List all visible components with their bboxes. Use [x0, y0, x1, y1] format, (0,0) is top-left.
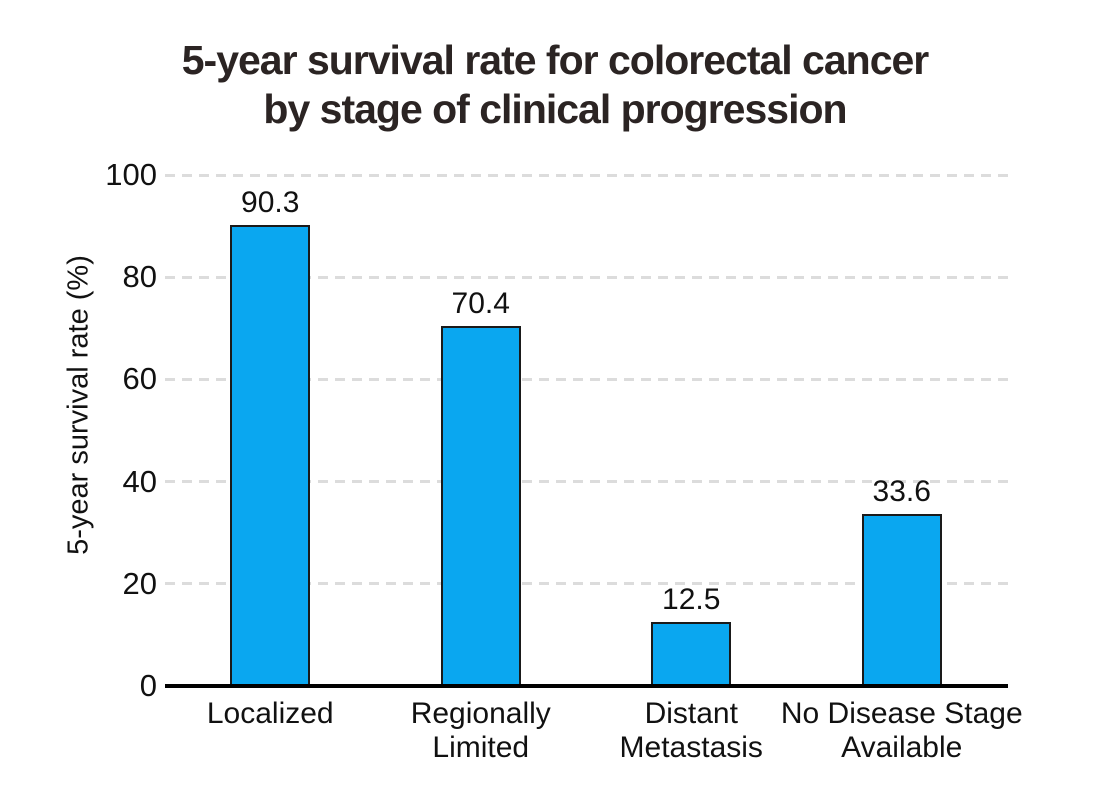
grid-line [165, 377, 1008, 381]
y-tick-label: 80 [122, 259, 157, 295]
y-axis-label: 5-year survival rate (%) [62, 255, 95, 555]
bar-value-label: 90.3 [241, 185, 300, 219]
bar [230, 224, 311, 686]
x-category-label: Regionally Limited [410, 697, 551, 765]
bar-value-label: 70.4 [451, 287, 510, 321]
bar-value-label: 12.5 [662, 583, 721, 617]
bar [861, 514, 942, 686]
y-tick-label: 0 [139, 668, 157, 703]
grid-line [165, 582, 1008, 586]
y-tick-label: 40 [122, 463, 157, 499]
bar [440, 326, 521, 686]
x-category-label: Distant Metastasis [619, 697, 763, 765]
y-tick-label: 100 [105, 157, 157, 192]
y-tick-label: 20 [122, 565, 157, 601]
grid-line [165, 480, 1008, 484]
chart-title-line-2: by stage of clinical progression [263, 86, 847, 133]
x-category-label: Localized [206, 697, 334, 730]
chart-title: 5-year survival rate for colorectal canc… [0, 36, 1110, 134]
x-axis-line [165, 684, 1008, 688]
grid-line [165, 275, 1008, 279]
grid-line [165, 173, 1008, 177]
bar-value-label: 33.6 [872, 475, 931, 509]
y-tick-label: 60 [122, 361, 157, 397]
bar [651, 622, 732, 686]
x-category-label: No Disease Stage Available [780, 697, 1023, 765]
chart-title-line-1: 5-year survival rate for colorectal canc… [181, 37, 930, 83]
